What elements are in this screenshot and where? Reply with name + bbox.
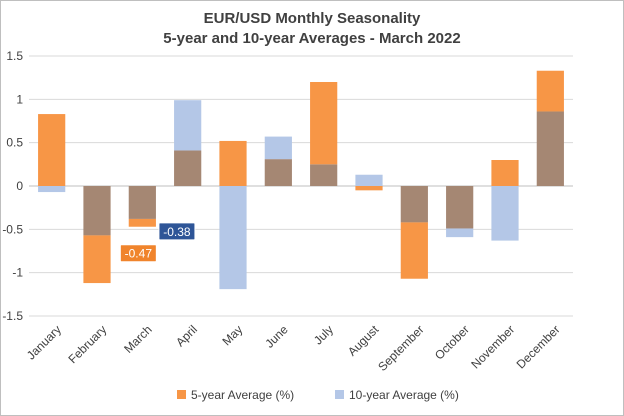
overlap-bar-april — [174, 150, 202, 186]
x-tick-label: December — [514, 322, 563, 371]
bar-5yr-january — [38, 114, 66, 186]
legend-label: 5-year Average (%) — [191, 388, 294, 402]
callouts: -0.38 -0.47 — [119, 222, 196, 263]
legend: 5-year Average (%) 10-year Average (%) — [177, 388, 459, 402]
callout-label: -0.47 — [125, 247, 153, 261]
legend-swatch — [177, 390, 186, 399]
bar-10yr-august — [355, 174, 383, 186]
y-tick-label: 1 — [16, 92, 23, 106]
overlap-bar-september — [400, 186, 428, 223]
overlap-bar-february — [83, 186, 111, 236]
bar-5yr-december — [536, 70, 564, 112]
bar-5yr-july — [310, 82, 338, 165]
bars — [38, 70, 564, 290]
overlap-bar-march — [128, 186, 156, 219]
bar-5yr-march — [128, 218, 156, 227]
legend-swatch — [335, 390, 344, 399]
chart-subtitle: 5-year and 10-year Averages - March 2022 — [163, 30, 460, 47]
overlap-bar-june — [264, 159, 292, 186]
y-tick-label: 0.5 — [6, 136, 23, 150]
bar-10yr-november — [491, 186, 519, 241]
gridlines — [29, 55, 573, 317]
x-tick-label: November — [468, 322, 517, 371]
bar-10yr-may — [219, 186, 247, 290]
x-tick-label: August — [345, 322, 382, 359]
overlap-bar-july — [310, 164, 338, 186]
bar-10yr-april — [174, 100, 202, 151]
x-tick-label: February — [65, 322, 109, 366]
x-tick-label: January — [24, 322, 64, 362]
x-tick-label: April — [173, 322, 200, 349]
legend-label: 10-year Average (%) — [349, 388, 459, 402]
callout-box — [119, 244, 157, 263]
x-axis-ticks: January February March April May June July Augu… — [24, 322, 563, 374]
bar-5yr-february — [83, 235, 111, 284]
bar-5yr-november — [491, 160, 519, 186]
x-tick-label: September — [375, 322, 426, 373]
x-tick-label: March — [121, 322, 154, 355]
x-tick-label: May — [219, 322, 245, 348]
callout-label: -0.38 — [163, 225, 191, 239]
y-tick-label: -0.5 — [2, 222, 23, 236]
overlap-bar-december — [536, 111, 564, 186]
callout-box — [158, 222, 196, 241]
bar-5yr-september — [400, 222, 428, 279]
y-tick-label: -1 — [12, 266, 23, 280]
y-tick-label: 1.5 — [6, 49, 23, 63]
x-tick-label: October — [432, 322, 472, 362]
y-tick-label: 0 — [16, 179, 23, 193]
bar-10yr-june — [264, 136, 292, 160]
bar-5yr-august — [355, 186, 383, 191]
y-tick-label: -1.5 — [2, 309, 23, 323]
chart-title: EUR/USD Monthly Seasonality — [204, 10, 421, 27]
y-axis-ticks: 1.5 1 0.5 0 -0.5 -1 -1.5 — [2, 49, 23, 323]
overlap-bar-october — [446, 186, 474, 229]
bar-10yr-october — [446, 228, 474, 238]
x-tick-label: June — [262, 322, 291, 351]
bar-5yr-may — [219, 140, 247, 186]
bar-10yr-january — [38, 186, 66, 193]
x-tick-label: July — [311, 322, 336, 347]
